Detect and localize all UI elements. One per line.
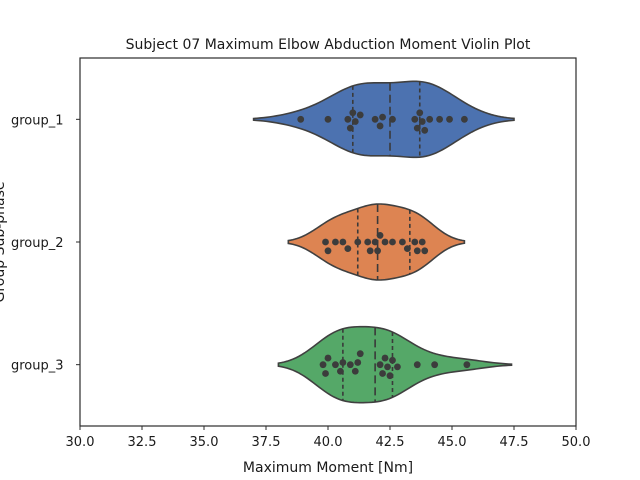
data-point <box>371 238 379 246</box>
data-point <box>416 109 424 117</box>
data-point <box>384 363 391 371</box>
data-point <box>354 359 362 366</box>
data-point <box>364 238 372 246</box>
data-point <box>354 238 362 246</box>
data-point <box>324 354 332 362</box>
data-point <box>344 245 352 253</box>
data-point <box>413 361 421 369</box>
x-tick-label: 47.5 <box>500 435 529 450</box>
y-axis-label: Group Sub-phase <box>0 181 8 302</box>
data-point <box>411 238 419 246</box>
data-point <box>389 356 396 364</box>
data-point <box>376 122 384 130</box>
data-point <box>351 118 359 125</box>
x-axis: 30.0 32.5 35.0 37.5 40.0 42.5 45.0 47.5 50.0 <box>66 426 591 450</box>
data-point <box>413 247 421 255</box>
violin-group_1 <box>252 80 515 159</box>
data-point <box>319 361 327 369</box>
data-point <box>376 232 384 239</box>
x-tick-label: 40.0 <box>314 435 343 450</box>
data-point <box>371 115 379 123</box>
data-point <box>389 238 396 246</box>
data-point <box>446 115 453 123</box>
x-tick-label: 32.5 <box>128 435 157 450</box>
data-point <box>411 115 419 123</box>
data-point <box>356 111 364 119</box>
data-point <box>394 363 401 371</box>
data-point <box>374 247 381 255</box>
data-point <box>389 115 396 123</box>
data-point <box>376 361 384 369</box>
data-point <box>322 370 329 377</box>
plot-area <box>252 80 515 404</box>
data-point <box>431 361 439 369</box>
data-point <box>379 113 386 121</box>
data-point <box>463 361 471 369</box>
data-point <box>322 238 329 246</box>
y-tick-label: group_3 <box>11 359 64 374</box>
data-point <box>297 115 305 123</box>
data-point <box>324 247 332 255</box>
data-point <box>332 238 339 246</box>
data-point <box>346 361 354 369</box>
data-point <box>386 372 394 380</box>
data-point <box>381 354 389 362</box>
y-tick-label: group_1 <box>11 113 64 128</box>
data-point <box>332 361 339 369</box>
data-point <box>418 118 426 125</box>
data-point <box>413 124 421 132</box>
x-tick-label: 42.5 <box>376 435 405 450</box>
data-point <box>339 359 347 366</box>
y-tick-label: group_2 <box>11 236 64 251</box>
data-point <box>379 370 386 377</box>
x-tick-label: 45.0 <box>438 435 467 450</box>
data-point <box>356 350 364 358</box>
data-point <box>381 238 389 246</box>
violin-group_3 <box>277 325 513 404</box>
data-point <box>344 115 352 123</box>
data-point <box>349 109 357 117</box>
data-point <box>351 367 359 375</box>
data-point <box>461 115 468 123</box>
data-point <box>339 238 347 246</box>
x-tick-label: 35.0 <box>190 435 219 450</box>
data-point <box>346 124 354 132</box>
data-point <box>421 247 429 255</box>
data-point <box>366 247 374 255</box>
chart-title: Subject 07 Maximum Elbow Abduction Momen… <box>126 37 531 53</box>
data-point <box>418 238 426 246</box>
data-point <box>436 115 443 123</box>
x-tick-label: 50.0 <box>562 435 591 450</box>
x-tick-label: 37.5 <box>252 435 281 450</box>
data-point <box>421 126 429 134</box>
data-point <box>399 238 406 246</box>
data-point <box>324 115 332 123</box>
x-tick-label: 30.0 <box>66 435 95 450</box>
x-axis-label: Maximum Moment [Nm] <box>243 460 413 476</box>
y-axis: group_1 group_2 group_3 <box>11 113 80 374</box>
violin-group_2 <box>287 203 466 281</box>
data-point <box>337 367 344 375</box>
data-point <box>426 115 434 123</box>
data-point <box>403 245 411 253</box>
